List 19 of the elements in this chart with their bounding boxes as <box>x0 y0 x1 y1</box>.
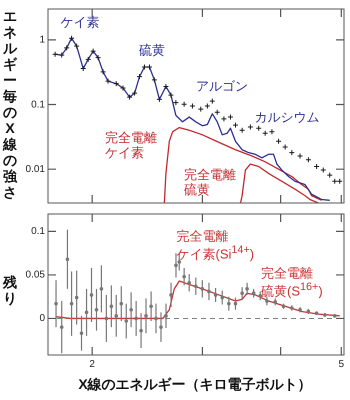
y-tick-label: 0.1 <box>31 99 46 110</box>
annotation: 完全電離ケイ素(Si$^{14+}$) <box>176 228 254 262</box>
annotation: 硫黄 <box>139 42 165 58</box>
y-tick-label: 1 <box>39 34 46 46</box>
annotation: 完全電離ケイ素 <box>105 130 158 160</box>
y-tick-label: 0 <box>39 313 46 324</box>
y-axis-title: 残り <box>2 274 18 306</box>
x-tick-label: 2 <box>89 358 96 370</box>
y-tick-label: 0.01 <box>26 164 46 175</box>
annotation: アルゴン <box>196 78 248 94</box>
y-tick-label: 0.05 <box>26 270 46 281</box>
y-tick-label: 0.1 <box>31 226 46 238</box>
text: エネルギー毎のX線の強さ <box>2 8 17 200</box>
annotation: 完全電離硫黄(S$^{16+}$) <box>261 265 323 299</box>
x-axis-title: X線のエネルギー（キロ電子ボルト） <box>77 376 313 394</box>
annotation: ケイ素 <box>60 14 100 30</box>
annotation: カルシウム <box>254 110 320 124</box>
annotation: 完全電離硫黄 <box>184 167 236 197</box>
x-tick-label: 5 <box>338 358 345 370</box>
